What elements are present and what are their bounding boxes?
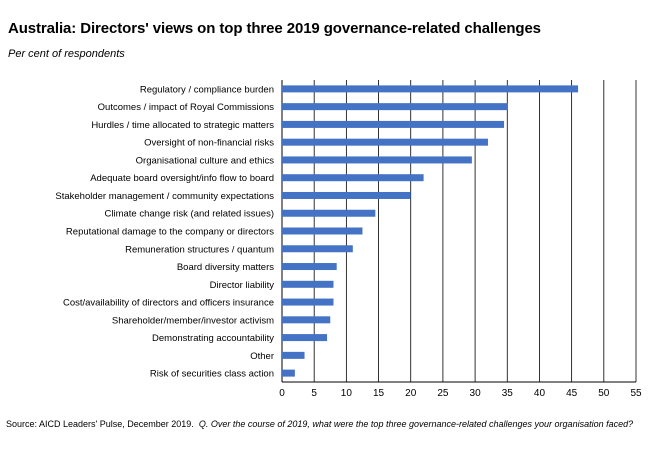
x-tick-label-35: 35	[502, 388, 514, 399]
category-label-11: Board diversity matters	[177, 262, 274, 273]
category-label-14: Shareholder/member/investor activism	[112, 315, 274, 326]
bar-16	[282, 351, 305, 359]
x-tick-label-10: 10	[341, 388, 353, 399]
category-label-17: Risk of securities class action	[150, 369, 274, 380]
x-tick-label-55: 55	[630, 388, 642, 399]
bar-17	[282, 369, 295, 377]
x-tick-label-50: 50	[598, 388, 610, 399]
bar-13	[282, 298, 334, 306]
category-label-13: Cost/availability of directors and offic…	[63, 298, 274, 309]
category-label-6: Adequate board oversight/info flow to bo…	[90, 173, 274, 184]
bar-15	[282, 334, 328, 342]
category-label-8: Climate change risk (and related issues)	[105, 209, 275, 220]
chart-title: Australia: Directors' views on top three…	[8, 20, 541, 37]
bar-6	[282, 174, 424, 182]
bar-9	[282, 227, 363, 235]
bar-8	[282, 209, 376, 217]
category-label-9: Reputational damage to the company or di…	[66, 227, 274, 238]
category-label-7: Stakeholder management / community expec…	[55, 191, 274, 202]
bar-14	[282, 316, 331, 324]
x-tick-label-25: 25	[437, 388, 449, 399]
x-tick-label-0: 0	[279, 388, 285, 399]
category-label-5: Organisational culture and ethics	[136, 155, 275, 166]
source-text: Source: AICD Leaders' Pulse, December 20…	[6, 419, 194, 429]
bar-10	[282, 245, 353, 253]
survey-question: Q. Over the course of 2019, what were th…	[198, 419, 634, 429]
x-tick-label-5: 5	[311, 388, 317, 399]
bar-1	[282, 85, 579, 93]
x-tick-label-40: 40	[534, 388, 546, 399]
category-label-4: Oversight of non-financial risks	[144, 138, 274, 149]
bar-5	[282, 156, 472, 164]
x-tick-label-15: 15	[373, 388, 385, 399]
bar-3	[282, 120, 505, 128]
bar-11	[282, 263, 337, 271]
bar-2	[282, 103, 508, 111]
category-label-3: Hurdles / time allocated to strategic ma…	[91, 120, 274, 131]
x-tick-label-30: 30	[470, 388, 482, 399]
category-label-1: Regulatory / compliance burden	[140, 84, 274, 95]
bar-4	[282, 138, 488, 146]
category-label-16: Other	[250, 351, 274, 362]
category-label-2: Outcomes / impact of Royal Commissions	[98, 102, 275, 113]
chart-subtitle: Per cent of respondents	[8, 48, 125, 60]
x-tick-label-20: 20	[405, 388, 417, 399]
x-tick-label-45: 45	[566, 388, 578, 399]
bar-7	[282, 191, 411, 199]
category-label-12: Director liability	[210, 280, 275, 291]
bar-12	[282, 280, 334, 288]
category-label-15: Demonstrating accountability	[152, 333, 274, 344]
category-label-10: Remuneration structures / quantum	[125, 244, 274, 255]
source-note: Source: AICD Leaders' Pulse, December 20…	[6, 419, 633, 429]
